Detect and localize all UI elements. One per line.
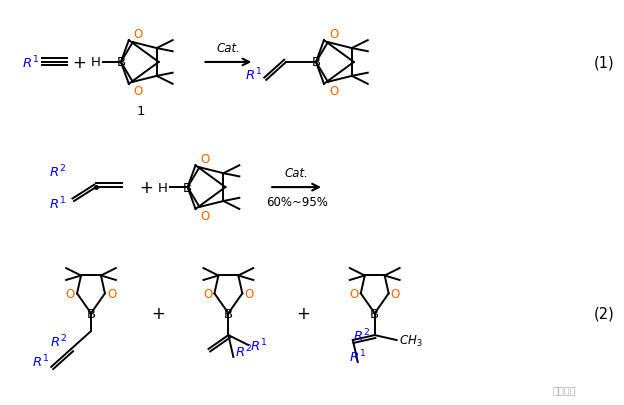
Text: (1): (1)	[593, 55, 614, 70]
Text: +: +	[139, 179, 153, 196]
Text: $R^2$: $R^2$	[50, 333, 67, 350]
Text: O: O	[203, 287, 212, 300]
Text: B: B	[370, 307, 379, 320]
Text: H: H	[158, 181, 168, 194]
Text: O: O	[329, 85, 338, 98]
Text: O: O	[134, 85, 143, 98]
Text: B: B	[183, 181, 192, 194]
Text: O: O	[391, 287, 400, 300]
Text: $R^1$: $R^1$	[32, 352, 49, 369]
Text: B: B	[224, 307, 233, 320]
Text: $R^1$: $R^1$	[245, 66, 262, 83]
Text: +: +	[296, 305, 310, 322]
Text: $R^1$: $R^1$	[22, 55, 39, 71]
Text: O: O	[134, 28, 143, 41]
Text: $CH_3$: $CH_3$	[399, 333, 422, 348]
Text: O: O	[329, 28, 338, 41]
Text: O: O	[200, 153, 210, 166]
Text: B: B	[87, 307, 95, 320]
Text: 1: 1	[137, 104, 145, 117]
Text: $R^2$: $R^2$	[353, 327, 370, 344]
Text: O: O	[349, 287, 359, 300]
Text: $R^1$: $R^1$	[250, 337, 267, 354]
Text: 有机合成: 有机合成	[552, 384, 575, 394]
Text: O: O	[107, 287, 116, 300]
Text: Cat.: Cat.	[285, 167, 308, 180]
Text: (2): (2)	[593, 306, 614, 321]
Text: O: O	[200, 209, 210, 222]
Text: +: +	[152, 305, 165, 322]
Text: B: B	[311, 56, 321, 69]
Text: Cat.: Cat.	[217, 42, 240, 55]
Text: +: +	[72, 54, 86, 72]
Text: 60%~95%: 60%~95%	[266, 196, 328, 209]
Text: H: H	[91, 56, 101, 69]
Text: $R^2$: $R^2$	[235, 343, 252, 359]
Text: B: B	[116, 56, 125, 69]
Text: $R^2$: $R^2$	[49, 164, 66, 180]
Text: $R^1$: $R^1$	[349, 347, 366, 364]
Text: $R^1$: $R^1$	[49, 195, 66, 212]
Text: O: O	[245, 287, 253, 300]
Text: O: O	[66, 287, 75, 300]
